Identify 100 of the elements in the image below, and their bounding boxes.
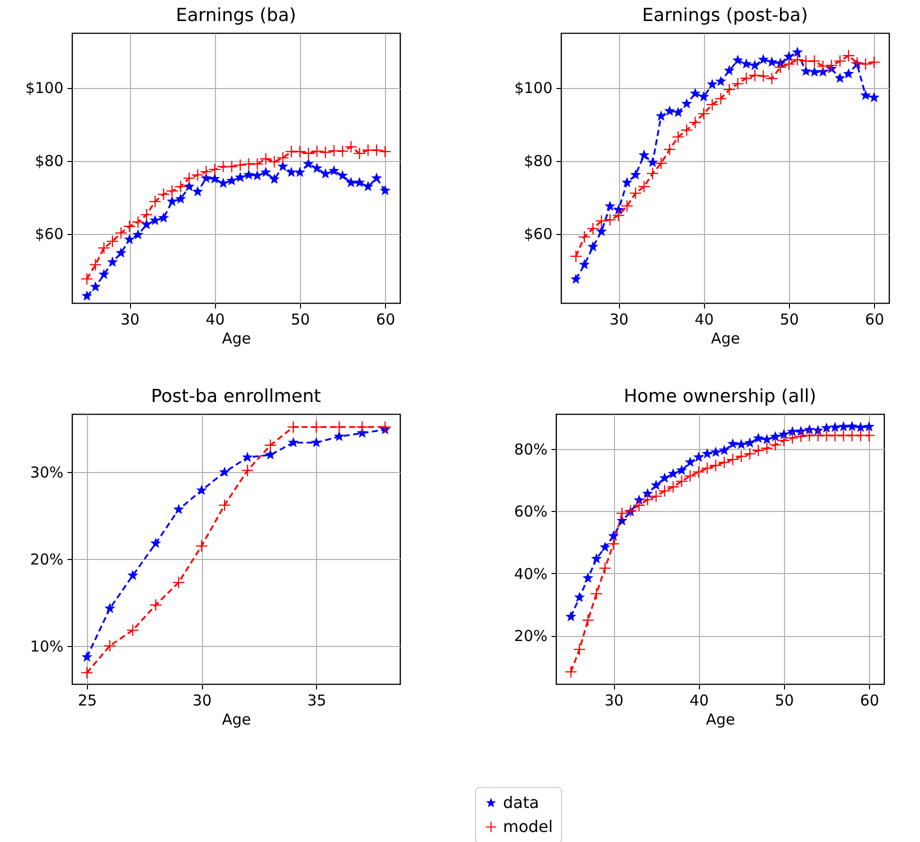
point xyxy=(613,204,624,215)
point xyxy=(219,466,230,477)
chart-title: Post-ba enrollment xyxy=(151,386,321,407)
point xyxy=(252,158,263,170)
point xyxy=(226,160,238,172)
point xyxy=(749,60,760,70)
point xyxy=(758,54,769,64)
point xyxy=(638,150,650,160)
point xyxy=(184,180,195,192)
point xyxy=(591,553,602,564)
point xyxy=(744,437,756,448)
point xyxy=(90,281,101,292)
point xyxy=(268,156,280,168)
point xyxy=(718,456,730,468)
chart-title: Home ownership (all) xyxy=(624,386,816,407)
point xyxy=(104,602,116,614)
point xyxy=(855,422,866,432)
point xyxy=(655,158,667,169)
point xyxy=(310,421,322,433)
x-axis-title: Age xyxy=(710,330,740,348)
point xyxy=(132,229,144,240)
x-axis-title: Age xyxy=(706,710,736,728)
point xyxy=(150,538,162,548)
point xyxy=(693,452,704,462)
point xyxy=(362,180,374,192)
point xyxy=(98,268,110,280)
x-tick-label: 30 xyxy=(604,692,624,710)
point xyxy=(715,76,726,86)
point xyxy=(664,105,676,116)
point xyxy=(830,422,840,432)
point xyxy=(277,160,288,172)
point xyxy=(264,440,276,451)
point xyxy=(141,218,152,230)
point xyxy=(590,588,602,600)
point xyxy=(277,152,289,164)
y-tick-label: $100 xyxy=(514,79,552,98)
point xyxy=(570,274,582,284)
x-tick-label: 25 xyxy=(78,692,97,710)
point xyxy=(846,420,858,432)
point xyxy=(672,106,684,118)
point xyxy=(740,72,752,84)
point xyxy=(689,116,701,128)
point xyxy=(792,46,803,57)
point xyxy=(656,110,667,121)
x-tick-label: 40 xyxy=(694,310,714,328)
point xyxy=(209,164,220,176)
point xyxy=(312,162,322,173)
chart-title: Earnings (post-ba) xyxy=(642,5,808,26)
point xyxy=(264,449,276,460)
y-tick-label: $60 xyxy=(34,225,64,244)
x-tick-label: 30 xyxy=(120,310,140,328)
y-tick-label: $60 xyxy=(524,225,552,244)
point xyxy=(371,172,382,183)
point xyxy=(268,174,280,184)
x-tick-label: 30 xyxy=(192,692,212,710)
point xyxy=(574,592,585,602)
point xyxy=(659,472,670,483)
point xyxy=(616,515,628,526)
point xyxy=(320,168,331,178)
point xyxy=(727,438,738,449)
point xyxy=(302,158,314,169)
point xyxy=(809,66,820,77)
y-tick-label: 20% xyxy=(514,627,548,646)
point xyxy=(778,428,790,440)
point xyxy=(843,68,854,78)
chart-title: Earnings (ba) xyxy=(176,5,296,26)
point xyxy=(698,108,710,120)
point xyxy=(710,460,722,472)
point xyxy=(681,98,692,108)
y-tick-label: $100 xyxy=(25,79,64,98)
point xyxy=(817,60,829,72)
point xyxy=(336,146,348,157)
point xyxy=(150,214,160,226)
point xyxy=(690,88,701,98)
point xyxy=(724,84,735,96)
point xyxy=(622,176,632,188)
point xyxy=(710,446,722,457)
point xyxy=(234,159,246,171)
point xyxy=(173,504,184,514)
point xyxy=(243,169,254,180)
point xyxy=(838,421,849,432)
point xyxy=(294,166,306,177)
point xyxy=(354,176,365,188)
point xyxy=(676,464,688,475)
point xyxy=(736,438,747,450)
point xyxy=(608,530,619,541)
point xyxy=(334,430,345,442)
legend-label: model xyxy=(503,817,553,836)
point xyxy=(761,434,772,444)
point xyxy=(647,156,658,168)
point xyxy=(604,214,616,226)
point xyxy=(604,200,616,211)
point xyxy=(749,70,761,82)
point xyxy=(706,98,718,110)
point xyxy=(868,92,880,102)
point xyxy=(727,454,738,466)
point xyxy=(260,166,272,177)
point xyxy=(260,153,272,165)
point xyxy=(650,490,662,502)
y-tick-label: 40% xyxy=(514,564,548,583)
